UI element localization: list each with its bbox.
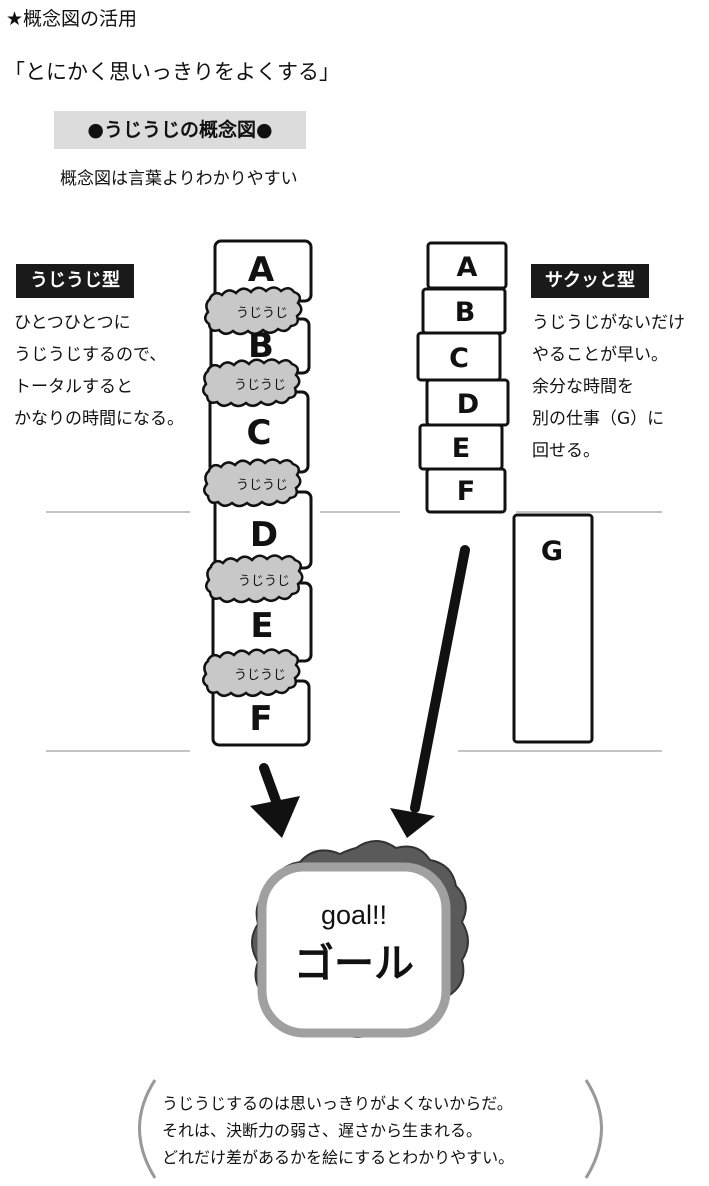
block-label: D bbox=[457, 389, 479, 420]
block-label: F bbox=[457, 476, 475, 507]
summary-text: うじうじするのは思いっきりがよくないからだ。 それは、決断力の弱さ、遅さから生ま… bbox=[162, 1090, 514, 1171]
block-label: C bbox=[449, 343, 469, 374]
left-arrow bbox=[250, 763, 300, 838]
block-label: D bbox=[250, 515, 278, 555]
block-label: F bbox=[249, 699, 272, 739]
description-line: やることが早い。 bbox=[532, 345, 668, 365]
sakutto-stack: A B C D E F G bbox=[416, 241, 594, 744]
block-label: E bbox=[250, 606, 273, 646]
description-line: かなりの時間になる。 bbox=[14, 409, 184, 429]
wiggle-label: うじうじ bbox=[234, 668, 286, 683]
task-block-f bbox=[425, 467, 507, 514]
description-line: トータルすると bbox=[14, 377, 133, 397]
wiggle-label: うじうじ bbox=[236, 306, 288, 321]
section-heading: ★概念図の活用 bbox=[6, 8, 138, 30]
summary-line: どれだけ差があるかを絵にするとわかりやすい。 bbox=[162, 1148, 515, 1167]
description-line: うじうじするので、 bbox=[14, 345, 167, 365]
ujiuji-wiggle bbox=[202, 648, 301, 698]
wiggle-label: うじうじ bbox=[238, 574, 290, 589]
ujiuji-wiggle bbox=[204, 286, 303, 336]
ujiuji-wiggle bbox=[205, 554, 304, 604]
arrow-head-icon bbox=[250, 796, 300, 838]
arrow-shaft bbox=[410, 545, 470, 813]
extra-task-block-g bbox=[512, 513, 594, 744]
wiggle-label: うじうじ bbox=[234, 378, 286, 393]
concept-title: ●うじうじの概念図● bbox=[54, 111, 306, 149]
ujiuji-type-tag: うじうじ型 bbox=[16, 264, 134, 298]
ujiuji-wiggle bbox=[202, 358, 301, 408]
goal-badge: goal!! ゴール bbox=[251, 840, 469, 1038]
ujiuji-wiggle bbox=[203, 458, 302, 508]
bracket-right bbox=[584, 1079, 603, 1179]
goal-inner-box bbox=[257, 862, 451, 1038]
subtitle: 「とにかく思いっきりをよくする」 bbox=[4, 60, 340, 84]
summary-line: うじうじするのは思いっきりがよくないからだ。 bbox=[162, 1094, 513, 1113]
block-label: G bbox=[541, 536, 563, 567]
arrow-head-icon bbox=[390, 808, 435, 838]
block-label: A bbox=[457, 252, 478, 283]
bracket-left bbox=[138, 1079, 157, 1179]
description-line: 別の仕事（G）に bbox=[532, 409, 665, 429]
summary-line: それは、決断力の弱さ、遅さから生まれる。 bbox=[162, 1121, 483, 1140]
goal-english-label: goal!! bbox=[321, 900, 387, 930]
block-label: C bbox=[247, 413, 272, 453]
block-label: A bbox=[248, 250, 275, 290]
concept-note: 概念図は言葉よりわかりやすい bbox=[60, 169, 298, 189]
goal-japanese-label: ゴール bbox=[294, 941, 414, 987]
block-label: B bbox=[455, 297, 476, 328]
description-line: 回せる。 bbox=[532, 441, 600, 461]
ujiuji-wiggles: うじうじ うじうじ うじうじ うじうじ うじうじ bbox=[202, 286, 304, 698]
right-arrow bbox=[390, 545, 470, 838]
description-line: 余分な時間を bbox=[532, 377, 634, 397]
sakutto-description: うじうじがないだけ やることが早い。 余分な時間を 別の仕事（G）に 回せる。 bbox=[532, 307, 709, 467]
description-line: うじうじがないだけ bbox=[532, 313, 685, 333]
sakutto-type-tag: サクッと型 bbox=[531, 264, 649, 298]
wiggle-label: うじうじ bbox=[236, 478, 288, 493]
block-label: E bbox=[452, 433, 470, 464]
ujiuji-description: ひとつひとつに うじうじするので、 トータルすると かなりの時間になる。 bbox=[14, 307, 214, 435]
description-line: ひとつひとつに bbox=[14, 313, 131, 333]
